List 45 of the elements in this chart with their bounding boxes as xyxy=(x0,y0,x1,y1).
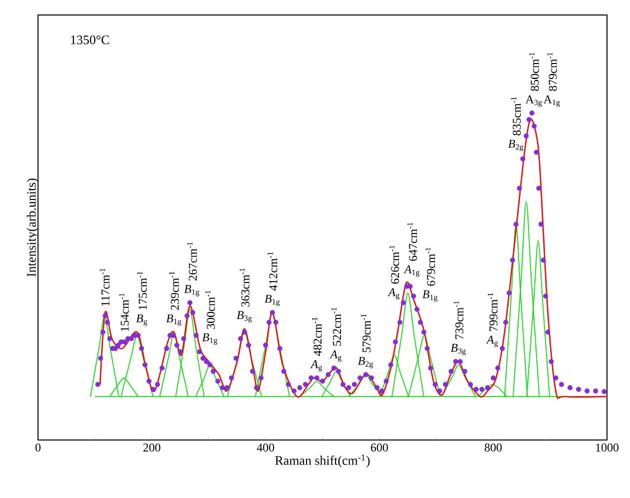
annotation: B$_{1g}$ xyxy=(422,290,438,302)
annotation: 300cm$^{-1}$ xyxy=(205,290,215,329)
x-tick-label: 1000 xyxy=(596,444,618,452)
annotation: A$_{g}$ xyxy=(388,288,400,300)
annotation: 117cm$^{-1}$ xyxy=(100,268,110,306)
annotation: B$_{2g}$ xyxy=(358,356,373,368)
text: A$_{1g}$ xyxy=(544,95,560,107)
annotation: 175cm$^{-1}$ xyxy=(137,272,147,310)
x-axis-title: Raman shift(cm$^{-1}$) xyxy=(275,454,370,468)
annotation: 799cm$^{-1}$ xyxy=(488,293,498,331)
x-tick-label: 800 xyxy=(484,444,502,452)
annotation: 835cm$^{-1}$ xyxy=(511,97,521,136)
x-tick-label: 0 xyxy=(35,444,41,452)
annotation: 412cm$^{-1}$ xyxy=(268,252,278,291)
annotation: 267cm$^{-1}$ xyxy=(187,242,197,280)
annotation: B$_{1g}$ xyxy=(184,285,200,296)
annotation: 626cm$^{-1}$ xyxy=(389,246,400,284)
annotation: B$_{1g}$ xyxy=(264,294,280,306)
annotation: 482cm$^{-1}$ xyxy=(312,317,322,356)
annotation: 579cm$^{-1}$ xyxy=(360,314,371,352)
annotation: A$_{g}$ xyxy=(486,336,498,348)
text: A$_{3g}$ xyxy=(526,95,542,107)
annotation: 739cm$^{-1}$ xyxy=(454,301,464,340)
annotation: B$_{3g}$ xyxy=(236,311,252,323)
y-axis-title: Intensity(arb.units) xyxy=(26,178,38,276)
x-tick-label: 200 xyxy=(143,444,160,452)
text: 879cm$^{-1}$ xyxy=(547,52,557,91)
annotation: B$_{3g}$ xyxy=(450,344,466,356)
x-tick-label: 400 xyxy=(256,444,274,452)
annotation: B$_{2g}$ xyxy=(508,140,524,152)
annotation: 679cm$^{-1}$ xyxy=(425,248,436,286)
annotation: B$_{1g}$ xyxy=(166,314,182,326)
annotation: B$_{1g}$ xyxy=(202,333,218,345)
text: 850cm$^{-1}$ xyxy=(529,52,539,91)
annotation: 647cm$^{-1}$ xyxy=(407,222,418,261)
annotation: A$_{g}$ xyxy=(310,360,322,372)
annotation: 522cm$^{-1}$ xyxy=(331,308,342,346)
chart-title: 1350°C xyxy=(71,36,109,44)
annotation: 239cm$^{-1}$ xyxy=(169,272,179,310)
annotation: 363cm$^{-1}$ xyxy=(240,268,250,307)
annotation: 154cm$^{-1}$ xyxy=(119,293,129,332)
annotation: A$_{g}$ xyxy=(330,350,342,362)
annotation: B$_{g}$ xyxy=(136,314,148,326)
x-tick-label: 600 xyxy=(370,444,388,452)
annotation: A$_{1g}$ xyxy=(404,265,420,277)
